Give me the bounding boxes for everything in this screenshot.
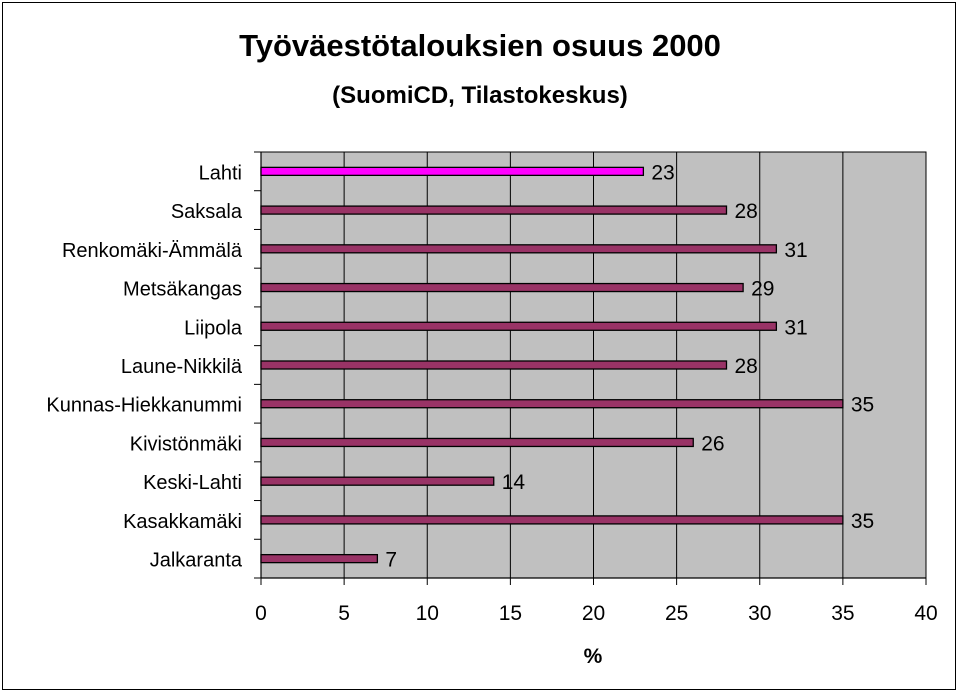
chart-subtitle: (SuomiCD, Tilastokeskus) [332,82,628,109]
bar [260,321,778,331]
data-label: 35 [851,510,874,533]
category-label: Renkomäki-Ämmälä [62,240,243,262]
category-label: Keski-Lahti [143,472,242,494]
category-labels: Lahti Saksala Renkomäki-Ämmälä Metsäkangas L… [46,162,243,571]
bar [260,166,645,177]
x-tick-label: 20 [582,602,605,625]
bar [260,476,495,486]
data-label: 28 [735,355,758,378]
x-tick-label: 30 [748,602,771,625]
category-label: Kivistönmäki [130,433,242,455]
x-tick-label: 0 [255,602,267,625]
data-label: 31 [784,239,807,262]
x-axis-title: % [584,645,603,668]
bar [260,553,379,564]
data-label: 7 [385,549,397,572]
x-tick-label: 15 [499,602,522,625]
data-label: 35 [851,394,874,417]
bar [260,515,844,525]
bar [260,399,844,409]
chart-title: Työväestötalouksien osuus 2000 [239,28,721,63]
bar [260,205,728,215]
data-label: 28 [735,200,758,223]
bar [260,244,778,254]
data-label: 23 [651,161,674,184]
data-label: 14 [502,471,526,494]
x-tick-labels: 0 5 10 15 20 25 30 35 40 [255,602,938,625]
data-label: 26 [701,432,724,455]
category-label: Liipola [184,317,243,339]
data-label: 31 [784,316,807,339]
category-label: Laune-Nikkilä [121,356,243,378]
category-label: Metsäkangas [123,279,242,301]
x-tick-label: 5 [338,602,350,625]
x-tick-label: 35 [831,602,854,625]
bar [260,360,728,370]
category-label: Kasakkamäki [123,511,242,533]
category-label: Saksala [171,201,243,223]
category-label: Jalkaranta [150,550,243,572]
bars [260,166,844,564]
x-tick-label: 25 [665,602,688,625]
bar [260,282,744,293]
x-tick-label: 40 [914,602,937,625]
data-label: 29 [751,278,774,301]
category-label: Kunnas-Hiekkanummi [46,395,242,417]
bar [260,437,694,448]
data-labels: 23 28 31 29 31 28 35 26 14 35 7 [385,161,874,571]
x-tick-label: 10 [416,602,439,625]
category-label: Lahti [199,162,242,184]
